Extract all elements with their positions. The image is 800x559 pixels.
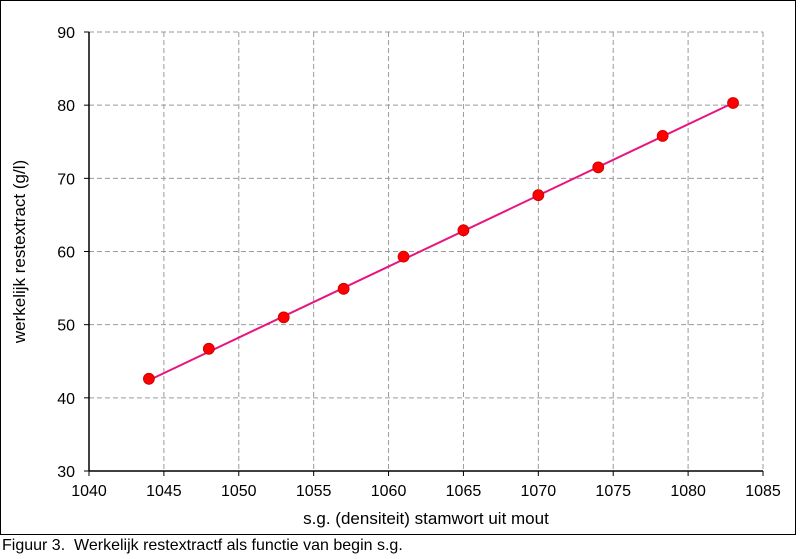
figure-frame: 1040 1045 1050 1055 1060 1065 1070 1075 1080 1085… [0,0,796,535]
y-tick-label: 30 [57,464,75,481]
data-point [143,372,155,385]
y-tick-label: 40 [57,391,75,408]
y-tick-label: 90 [57,25,75,42]
y-axis-title: werkelijk restextract (g/l) [10,160,29,344]
data-series [143,97,739,385]
x-axis-title: s.g. (densiteit) stamwort uit mout [303,509,549,528]
data-point [337,282,350,295]
x-tick-label: 1055 [296,483,332,500]
y-tick-labels: 30 40 50 60 70 80 90 [57,25,75,481]
x-tick-label: 1065 [446,483,482,500]
data-point [592,161,605,174]
data-point [202,342,215,355]
y-tick-label: 80 [57,98,75,115]
grid-lines [89,31,764,471]
scatter-chart: 1040 1045 1050 1055 1060 1065 1070 1075 1080 1085… [10,25,781,528]
data-point [656,129,669,142]
x-tick-label: 1040 [71,483,107,500]
y-tick-label: 70 [57,171,75,188]
x-tick-label: 1075 [595,483,631,500]
figure-caption: Figuur 3. Werkelijk restextractf als fun… [2,537,403,554]
data-point [727,97,739,109]
y-tick-label: 50 [57,318,75,335]
data-point [397,250,410,263]
x-tick-label: 1045 [146,483,182,500]
x-tick-label: 1050 [221,483,257,500]
trend-line [148,102,734,382]
x-tick-label: 1085 [745,483,781,500]
x-tick-label: 1060 [371,483,407,500]
x-tick-labels: 1040 1045 1050 1055 1060 1065 1070 1075 1080 1085 [71,483,781,500]
x-tick-label: 1080 [670,483,706,500]
data-point [457,224,470,237]
x-tick-label: 1070 [521,483,557,500]
axes [84,31,764,476]
y-tick-label: 60 [57,245,75,262]
data-point [532,189,545,202]
data-point [277,311,290,324]
